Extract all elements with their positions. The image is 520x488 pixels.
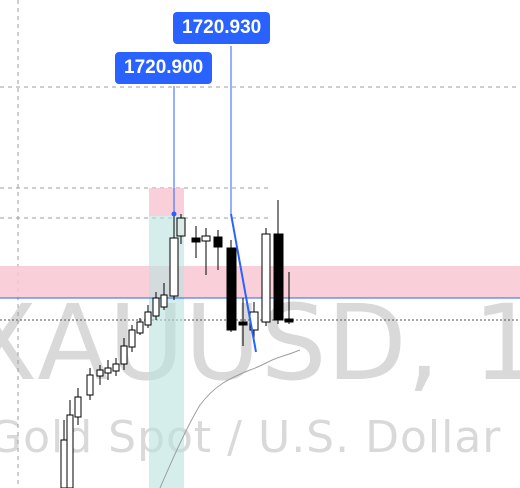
candle-10-body bbox=[136, 321, 144, 334]
candle-16-body bbox=[191, 237, 201, 243]
description-watermark: Gold Spot / U.S. Dollar bbox=[0, 412, 502, 463]
candle-15-body bbox=[176, 217, 186, 237]
trend-line[interactable] bbox=[230, 213, 257, 353]
candle-14-body bbox=[169, 237, 179, 297]
candle-18-body bbox=[213, 236, 223, 248]
pink-zone-vertical[interactable] bbox=[149, 188, 184, 216]
candle-8-body bbox=[120, 345, 128, 365]
candle-12-body bbox=[152, 297, 160, 317]
anchor-point[interactable] bbox=[171, 211, 177, 217]
candle-23-body bbox=[273, 233, 284, 321]
price-label-anchor[interactable]: 1720.900 bbox=[115, 52, 213, 84]
candle-11-body bbox=[144, 311, 152, 326]
candle-1-body bbox=[60, 439, 68, 488]
candle-19-body bbox=[226, 247, 237, 331]
candle-4-body bbox=[86, 374, 94, 396]
candle-24-body bbox=[284, 318, 294, 323]
candle-5-body bbox=[96, 369, 104, 377]
candle-20-body bbox=[238, 321, 248, 326]
candle-17-body bbox=[201, 235, 211, 242]
candle-9-body bbox=[128, 329, 136, 348]
pink-zone-horizontal[interactable] bbox=[0, 266, 520, 298]
candle-2-body bbox=[66, 414, 74, 488]
price-label-high[interactable]: 1720.930 bbox=[173, 12, 271, 44]
candle-13-body bbox=[160, 294, 168, 308]
candlestick-series[interactable] bbox=[60, 200, 294, 488]
moving-average-line bbox=[159, 349, 301, 488]
candle-22-body bbox=[261, 233, 271, 323]
candle-3-body bbox=[74, 396, 82, 418]
candle-6-body bbox=[104, 367, 112, 374]
candle-7-body bbox=[112, 363, 120, 372]
